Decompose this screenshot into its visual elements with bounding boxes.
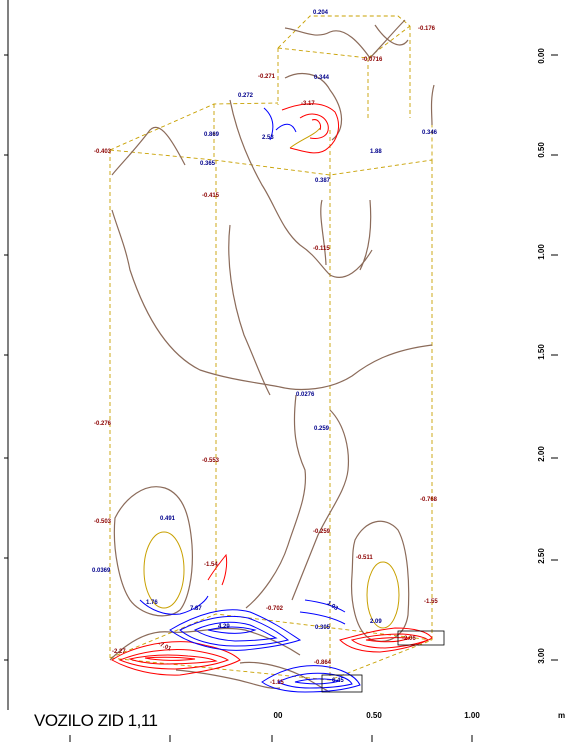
value-label: 0.344 xyxy=(314,75,330,81)
value-label: 0.365 xyxy=(200,161,216,167)
highlight-boxes xyxy=(321,630,445,693)
value-label: -3.17 xyxy=(301,101,315,107)
value-label: -0.415 xyxy=(202,193,220,199)
model-wireframe xyxy=(109,15,433,681)
value-label: 0.305 xyxy=(315,625,331,631)
zero-contours xyxy=(109,19,435,693)
right-tick-5: 2.50 xyxy=(537,548,546,564)
value-label: -0.553 xyxy=(202,458,220,464)
value-label: 4.29 xyxy=(218,624,230,630)
value-label: 0.272 xyxy=(238,93,254,99)
value-label: 0.0276 xyxy=(296,392,315,398)
value-label: -0.702 xyxy=(266,606,284,612)
value-label: 7.87 xyxy=(190,606,202,612)
value-label: 6.45 xyxy=(332,678,344,684)
value-label: 0.387 xyxy=(315,178,331,184)
value-label: -0.864 xyxy=(314,660,332,666)
positive-contours xyxy=(139,107,361,693)
value-label: -1.55 xyxy=(424,599,438,605)
value-label: -0.271 xyxy=(258,74,276,80)
right-tick-6: 3.00 xyxy=(537,648,546,664)
value-label: 1.03 xyxy=(326,600,340,612)
negative-contours xyxy=(111,103,433,676)
level-contours-yellow xyxy=(143,127,400,629)
bottom-tick-2: 1.00 xyxy=(464,711,480,720)
value-label: -2.27 xyxy=(112,649,126,655)
value-label: -0.276 xyxy=(94,421,112,427)
bottom-tick-1: 0.50 xyxy=(366,711,382,720)
left-axis xyxy=(4,0,9,710)
right-axis xyxy=(551,54,558,661)
value-label: 0.346 xyxy=(422,130,438,136)
right-tick-3: 1.50 xyxy=(537,344,546,360)
value-label: 1.76 xyxy=(146,600,158,606)
value-label: 1.88 xyxy=(370,149,382,155)
value-label: 0.491 xyxy=(160,516,176,522)
right-tick-4: 2.00 xyxy=(537,446,546,462)
value-label: 2.09 xyxy=(370,619,382,625)
right-tick-0: 0.00 xyxy=(537,48,546,64)
value-label: 0.259 xyxy=(314,426,330,432)
value-label: -0.259 xyxy=(313,529,331,535)
value-label: 2.53 xyxy=(262,135,274,141)
value-label: -2.06 xyxy=(402,636,416,642)
right-tick-1: 0.50 xyxy=(537,142,546,158)
value-label: -0.768 xyxy=(420,497,438,503)
axis-unit-label: m xyxy=(558,711,565,720)
value-label: -0.176 xyxy=(418,26,436,32)
value-label: -1.15 xyxy=(270,680,284,686)
figure-caption: VOZILO ZID 1,11 xyxy=(34,711,158,730)
value-label: -0.503 xyxy=(94,519,112,525)
value-label: -1.54 xyxy=(204,562,218,568)
value-label: 0.204 xyxy=(313,10,329,16)
value-label: 0.869 xyxy=(204,132,220,138)
bottom-axis xyxy=(69,735,473,742)
value-label: -0.403 xyxy=(94,149,112,155)
value-label: -0.0716 xyxy=(362,57,383,63)
bottom-tick-0: 00 xyxy=(274,711,283,720)
value-label: -0.511 xyxy=(356,555,373,561)
right-tick-labels: 0.00 0.50 1.00 1.50 2.00 2.50 3.00 xyxy=(537,48,546,664)
value-labels: 0.204 -0.176 -0.0716 -0.271 0.344 0.272 … xyxy=(92,10,438,686)
value-label: -7.01 xyxy=(157,641,173,652)
right-tick-2: 1.00 xyxy=(537,244,546,260)
value-label: 0.0369 xyxy=(92,568,111,574)
value-label: -0.115 xyxy=(313,246,330,252)
